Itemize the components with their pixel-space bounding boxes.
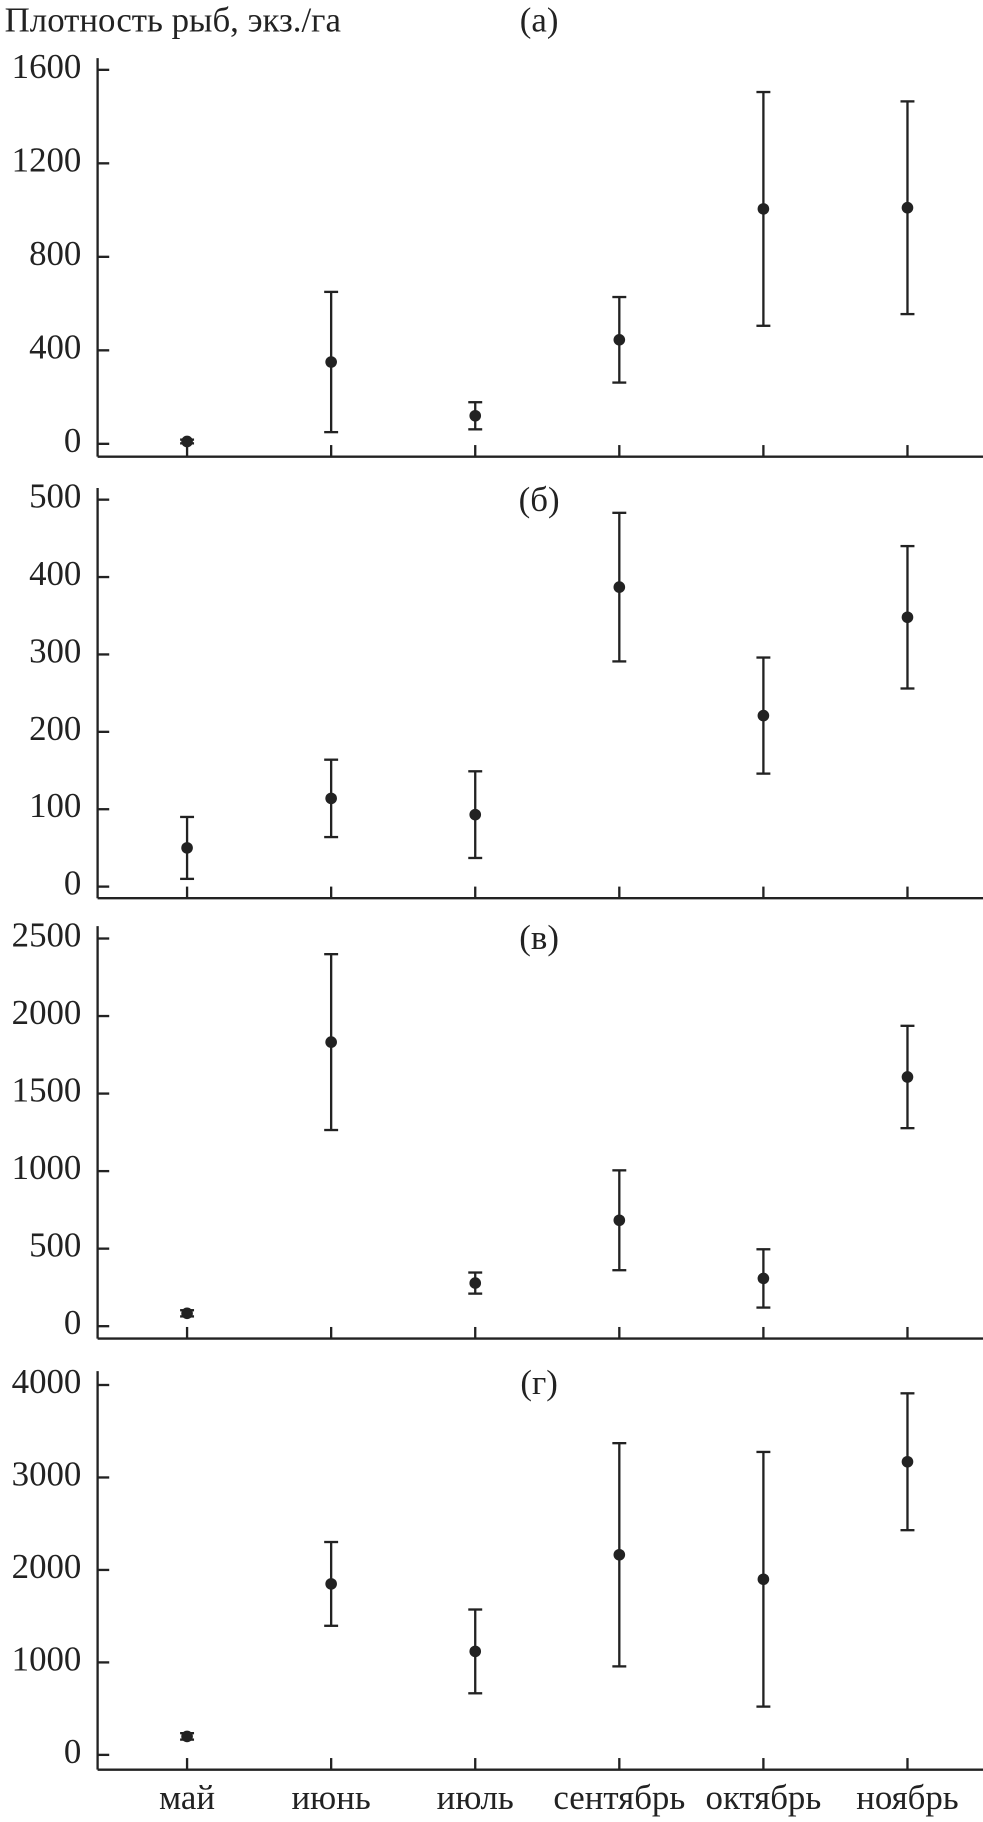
y-tick-label: 0 <box>64 864 81 903</box>
chart-title: Плотность рыб, экз./га <box>5 0 341 39</box>
panel-label: (в) <box>519 918 559 957</box>
y-tick-label: 3000 <box>12 1454 82 1493</box>
point <box>181 1307 193 1320</box>
point <box>613 581 626 593</box>
y-tick-label: 400 <box>29 554 81 593</box>
y-tick-label: 500 <box>29 1226 81 1265</box>
point <box>901 611 914 624</box>
point <box>469 808 482 821</box>
panel-label: (г) <box>520 1363 558 1402</box>
y-tick-label: 0 <box>64 1303 81 1342</box>
point <box>757 1573 770 1586</box>
x-tick-label: май <box>159 1778 215 1817</box>
point <box>613 333 626 346</box>
x-tick-label: ноябрь <box>856 1778 958 1817</box>
panel-label: (б) <box>519 480 560 519</box>
point <box>757 709 770 722</box>
point <box>757 203 770 215</box>
point <box>901 1071 914 1083</box>
x-tick-label: сентябрь <box>553 1778 685 1817</box>
y-tick-label: 2000 <box>12 993 82 1032</box>
x-tick-label: июль <box>437 1778 514 1817</box>
y-tick-label: 200 <box>29 709 81 748</box>
point <box>613 1548 626 1561</box>
point <box>469 1645 482 1658</box>
point <box>325 792 337 805</box>
point <box>757 1272 770 1285</box>
point <box>469 409 482 422</box>
point <box>613 1214 626 1227</box>
y-tick-label: 1600 <box>12 47 82 86</box>
y-tick-label: 2500 <box>12 916 82 955</box>
x-tick-label: июнь <box>292 1778 371 1817</box>
y-tick-label: 400 <box>29 327 81 366</box>
y-tick-label: 4000 <box>12 1362 82 1401</box>
y-tick-label: 0 <box>64 1732 81 1771</box>
y-tick-label: 100 <box>29 786 81 825</box>
point <box>181 842 193 854</box>
point <box>325 356 337 368</box>
y-tick-label: 1000 <box>12 1148 82 1187</box>
point <box>181 1730 193 1743</box>
point <box>181 435 193 448</box>
point <box>469 1277 482 1289</box>
y-tick-label: 500 <box>29 477 81 516</box>
y-tick-label: 800 <box>29 234 81 273</box>
point <box>901 1455 914 1468</box>
y-tick-label: 1000 <box>12 1639 82 1678</box>
point <box>325 1578 337 1590</box>
y-tick-label: 0 <box>64 421 81 460</box>
point <box>325 1036 337 1048</box>
point <box>901 201 914 214</box>
y-tick-label: 300 <box>29 631 81 670</box>
panel-label: (а) <box>520 0 559 39</box>
y-tick-label: 1200 <box>12 140 82 179</box>
x-tick-label: октябрь <box>706 1778 822 1817</box>
y-tick-label: 1500 <box>12 1071 82 1110</box>
y-tick-label: 2000 <box>12 1547 82 1586</box>
